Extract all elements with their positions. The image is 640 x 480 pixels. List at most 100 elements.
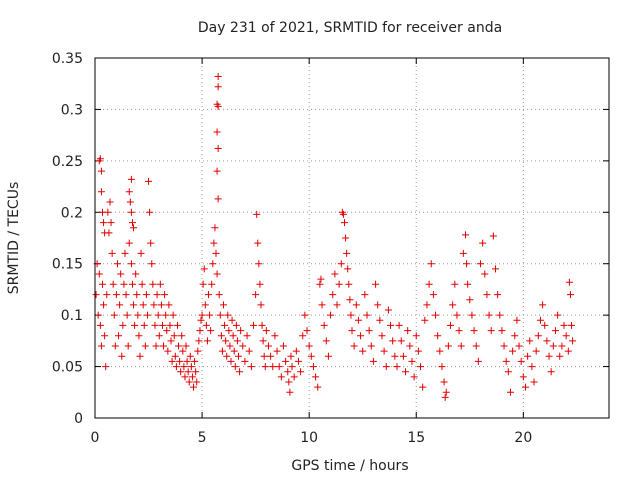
data-point (346, 296, 354, 304)
data-point (519, 373, 527, 381)
data-point (138, 280, 146, 288)
data-point (133, 291, 141, 299)
data-point (203, 337, 211, 345)
data-point (391, 352, 399, 360)
data-point (101, 332, 109, 340)
data-point (183, 357, 191, 365)
data-point (477, 260, 484, 268)
data-point (249, 321, 257, 329)
data-point (177, 368, 185, 376)
data-point (292, 347, 300, 355)
data-point (447, 321, 455, 329)
data-point (472, 342, 480, 350)
data-point (275, 363, 283, 371)
data-point (112, 291, 120, 299)
data-point (125, 239, 133, 247)
data-point (382, 363, 390, 371)
data-point (164, 347, 172, 355)
data-point (162, 311, 170, 319)
data-point (269, 363, 277, 371)
data-point (463, 260, 471, 268)
data-point (236, 368, 244, 376)
data-point (178, 332, 186, 340)
data-point (374, 301, 382, 309)
data-point (169, 311, 177, 319)
data-point (214, 83, 222, 91)
data-point (111, 342, 119, 350)
data-point (192, 368, 200, 376)
data-point (312, 373, 320, 381)
data-point (496, 311, 504, 319)
data-point (194, 347, 202, 355)
data-point (110, 311, 118, 319)
data-point (130, 301, 138, 309)
data-point (259, 337, 267, 345)
data-point (155, 332, 163, 340)
data-point (211, 224, 219, 232)
data-point (284, 368, 292, 376)
data-point (96, 321, 104, 329)
data-point (554, 311, 562, 319)
data-point (564, 347, 572, 355)
data-point (402, 368, 410, 376)
data-point (199, 280, 207, 288)
data-point (214, 73, 222, 81)
data-point (166, 321, 174, 329)
data-point (115, 332, 123, 340)
data-point (215, 291, 223, 299)
data-point (318, 301, 326, 309)
data-point (468, 311, 476, 319)
data-point (127, 175, 135, 183)
data-point (534, 332, 542, 340)
x-tick-label: 20 (514, 430, 532, 446)
data-point (558, 342, 566, 350)
data-point (307, 352, 315, 360)
data-point (363, 311, 371, 319)
data-point (97, 188, 105, 196)
data-point (100, 301, 108, 309)
data-point (491, 265, 499, 273)
data-point (102, 363, 110, 371)
data-point (412, 332, 420, 340)
data-point (139, 301, 147, 309)
data-point (104, 208, 112, 216)
plot-frame (94, 57, 610, 419)
data-point (168, 357, 176, 365)
data-point (521, 383, 529, 391)
data-point (223, 352, 231, 360)
x-tick-label: 5 (198, 430, 207, 446)
data-point (273, 347, 281, 355)
data-points (92, 73, 577, 401)
data-point (218, 347, 226, 355)
data-point (228, 316, 236, 324)
data-point (387, 321, 395, 329)
data-point (324, 352, 332, 360)
data-point (393, 363, 401, 371)
data-point (208, 280, 216, 288)
data-point (317, 275, 325, 283)
data-point (337, 260, 345, 268)
data-point (524, 352, 532, 360)
data-point (498, 327, 506, 335)
data-point (237, 327, 245, 335)
data-point (116, 301, 124, 309)
data-point (134, 311, 142, 319)
y-tick-label: 0 (74, 411, 83, 427)
data-point (158, 321, 166, 329)
data-point (180, 363, 188, 371)
data-point (513, 316, 521, 324)
data-point (160, 342, 168, 350)
data-point (335, 280, 343, 288)
data-point (342, 234, 350, 242)
data-point (190, 383, 198, 391)
data-point (149, 280, 157, 288)
data-point (357, 332, 365, 340)
data-point (285, 378, 293, 386)
data-point (294, 357, 302, 365)
data-point (530, 378, 538, 386)
data-point (297, 368, 305, 376)
data-point (230, 347, 238, 355)
data-point (320, 321, 328, 329)
data-point (305, 342, 313, 350)
